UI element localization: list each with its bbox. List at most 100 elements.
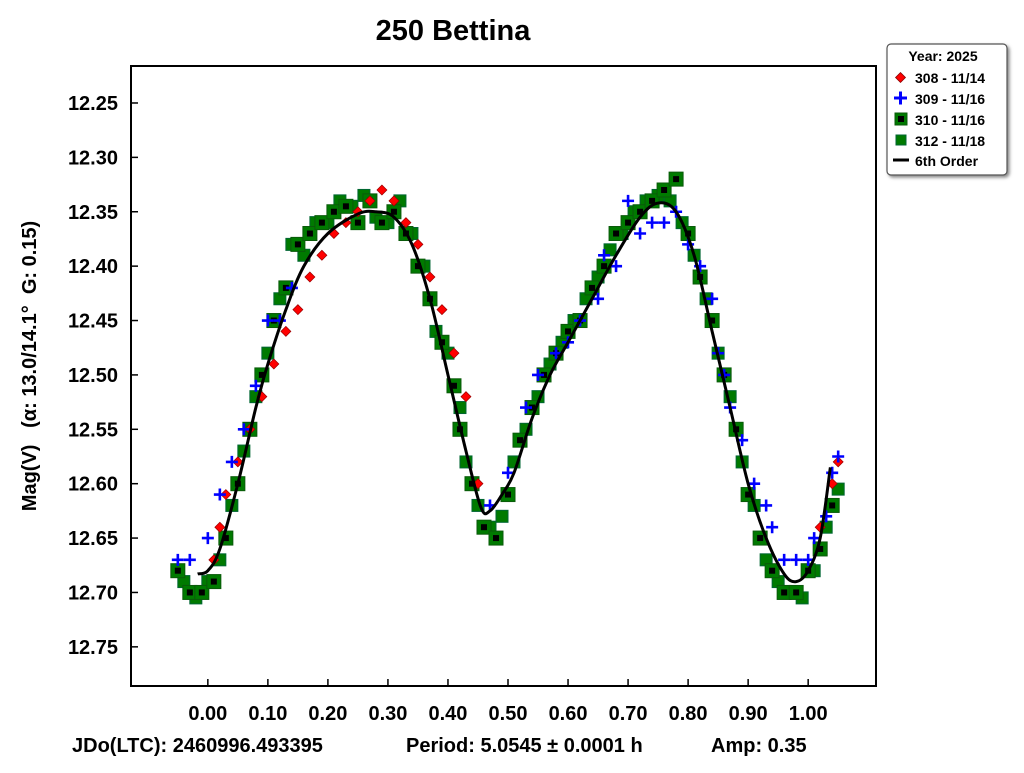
footer-jdo: JDo(LTC): 2460996.493395 bbox=[72, 735, 323, 757]
point-309 bbox=[766, 521, 779, 534]
fit-curve-6th-order bbox=[197, 201, 832, 584]
point-308 bbox=[268, 358, 280, 370]
legend-title: Year: 2025 bbox=[908, 48, 977, 64]
point-309 bbox=[646, 216, 659, 229]
point-310-center bbox=[210, 578, 217, 585]
point-310-center bbox=[306, 230, 313, 237]
point-310-center bbox=[354, 219, 361, 226]
y-tick-label: 12.75 bbox=[68, 637, 118, 659]
y-tick-label: 12.50 bbox=[68, 365, 118, 387]
point-309 bbox=[532, 368, 545, 381]
point-310-center bbox=[378, 219, 385, 226]
point-308 bbox=[400, 217, 412, 229]
point-310-center bbox=[258, 371, 265, 378]
legend-square-icon bbox=[895, 134, 907, 146]
point-310-center bbox=[468, 480, 475, 487]
point-310-center bbox=[781, 589, 788, 596]
y-axis: 12.25 12.30 12.35 12.40 12.45 12.50 12.55 12.60… bbox=[68, 93, 138, 659]
point-310-center bbox=[505, 491, 512, 498]
x-tick-label: 0.80 bbox=[669, 703, 708, 725]
point-309 bbox=[760, 499, 773, 512]
point-309 bbox=[183, 553, 196, 566]
x-tick-label: 0.30 bbox=[368, 703, 407, 725]
point-310-center bbox=[745, 491, 752, 498]
legend-diamond-icon bbox=[894, 71, 907, 84]
point-308 bbox=[214, 521, 226, 533]
y-tick-label: 12.55 bbox=[68, 419, 118, 441]
y-tick-label: 12.35 bbox=[68, 202, 118, 224]
point-308 bbox=[448, 347, 460, 359]
point-310-center bbox=[541, 371, 548, 378]
y-tick-label: 12.40 bbox=[68, 256, 118, 278]
y-tick-label: 12.70 bbox=[68, 582, 118, 604]
x-tick-label: 0.10 bbox=[248, 703, 287, 725]
point-309 bbox=[790, 553, 803, 566]
point-310-center bbox=[282, 284, 289, 291]
legend-entry-309: 309 - 11/16 bbox=[915, 91, 985, 107]
point-310-center bbox=[342, 203, 349, 210]
point-310-center bbox=[198, 589, 205, 596]
x-tick-label: 0.40 bbox=[429, 703, 468, 725]
point-310-center bbox=[769, 567, 776, 574]
x-tick-label: 0.50 bbox=[489, 703, 528, 725]
point-310-center bbox=[661, 187, 668, 193]
y-tick-label: 12.60 bbox=[68, 474, 118, 496]
point-310-center bbox=[589, 284, 596, 291]
point-309 bbox=[706, 292, 719, 305]
point-308 bbox=[316, 249, 328, 261]
point-308 bbox=[280, 325, 292, 337]
point-309 bbox=[520, 401, 533, 414]
point-310-center bbox=[829, 502, 836, 509]
point-310-center bbox=[757, 535, 764, 542]
point-309 bbox=[778, 553, 791, 566]
point-308 bbox=[460, 391, 472, 403]
x-tick-label: 0.00 bbox=[188, 703, 227, 725]
point-310-center bbox=[330, 208, 337, 215]
point-309 bbox=[622, 194, 635, 207]
point-309 bbox=[237, 423, 250, 436]
footer-period: Period: 5.0545 ± 0.0001 h bbox=[406, 735, 643, 757]
point-309 bbox=[213, 488, 226, 501]
point-309 bbox=[201, 532, 214, 545]
point-309 bbox=[261, 314, 274, 327]
point-309 bbox=[550, 347, 563, 360]
point-310-center bbox=[613, 230, 620, 237]
legend-square-dot-center bbox=[898, 116, 904, 122]
point-310-center bbox=[390, 208, 397, 215]
x-tick-label: 0.90 bbox=[729, 703, 768, 725]
x-tick-label: 0.60 bbox=[549, 703, 588, 725]
y-tick-label: 12.30 bbox=[68, 147, 118, 169]
point-310-center bbox=[294, 241, 301, 248]
point-308 bbox=[364, 195, 376, 207]
point-310-center bbox=[565, 328, 572, 335]
legend-plus-icon bbox=[894, 91, 907, 105]
point-310-center bbox=[649, 197, 656, 204]
x-tick-label: 1.00 bbox=[789, 703, 828, 725]
point-309 bbox=[592, 292, 605, 305]
point-309 bbox=[634, 227, 647, 240]
point-310-center bbox=[793, 589, 800, 596]
x-tick-label: 0.20 bbox=[308, 703, 347, 725]
legend-entry-312: 312 - 11/18 bbox=[915, 133, 985, 149]
point-308 bbox=[388, 195, 400, 207]
legend-entry-308: 308 - 11/14 bbox=[915, 70, 985, 86]
plot-area bbox=[130, 65, 877, 687]
point-308 bbox=[412, 238, 424, 250]
point-309 bbox=[658, 216, 671, 229]
point-309 bbox=[502, 466, 515, 479]
point-308 bbox=[424, 271, 436, 283]
y-tick-label: 12.45 bbox=[68, 311, 118, 333]
point-308 bbox=[376, 184, 388, 196]
point-309 bbox=[249, 379, 262, 392]
point-310-center bbox=[517, 437, 524, 444]
footer-amp: Amp: 0.35 bbox=[711, 735, 807, 757]
point-309 bbox=[225, 455, 238, 468]
y-axis-label: Mag(V) (α: 13.0/14.1° G: 0.15) bbox=[19, 221, 41, 511]
y-tick-label: 12.65 bbox=[68, 528, 118, 550]
point-310-center bbox=[492, 535, 499, 542]
point-310-center bbox=[222, 535, 229, 542]
point-309 bbox=[610, 260, 623, 273]
chart-title: 250 Bettina bbox=[376, 15, 532, 47]
point-310-center bbox=[625, 219, 632, 226]
